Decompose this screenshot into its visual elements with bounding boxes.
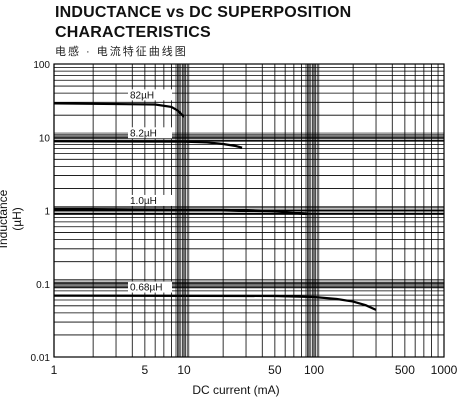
x-tick-label: 50 (268, 363, 282, 377)
chart-title: INDUCTANCE vs DC SUPERPOSITION (55, 4, 352, 21)
series-label-bg (128, 89, 172, 101)
tick-labels: 1 5 10 50 100 500 1000 0.01 0.1 1 10 100 (31, 60, 458, 377)
series-group (53, 102, 377, 311)
series-label: 0.68µH (130, 283, 162, 294)
y-tick-label: 100 (33, 60, 50, 71)
y-tick-label: 0.1 (36, 280, 50, 291)
y-tick-label: 1 (44, 207, 50, 218)
series-label: 8.2µH (130, 128, 157, 139)
chart-title-line2: CHARACTERISTICS (55, 24, 211, 41)
x-tick-label: 1 (51, 363, 58, 377)
series-line-2 (53, 207, 309, 215)
series-label-bg (128, 127, 172, 139)
x-tick-label: 5 (142, 363, 149, 377)
series-line-3 (53, 294, 377, 311)
x-tick-label: 10 (177, 363, 191, 377)
y-axis-label: Inductance (µH) (0, 189, 24, 249)
series-label-bg (128, 194, 172, 206)
series-labels: 82µH 8.2µH 1.0µH 0.68µH (128, 89, 172, 294)
chart-subtitle: 电感 · 电流特征曲线图 (55, 46, 188, 58)
plot-frame (53, 63, 445, 358)
series-line-0 (53, 102, 185, 118)
series-label: 82µH (130, 90, 154, 101)
series-line-1 (53, 140, 243, 149)
x-axis-label: DC current (mA) (192, 383, 280, 397)
x-tick-label: 100 (304, 363, 324, 377)
y-tick-label: 10 (39, 133, 51, 144)
series-label-bg (128, 281, 172, 293)
x-tick-label: 500 (395, 363, 415, 377)
x-tick-label: 1000 (431, 363, 458, 377)
y-tick-label: 0.01 (31, 353, 51, 364)
series-label: 1.0µH (130, 196, 157, 207)
